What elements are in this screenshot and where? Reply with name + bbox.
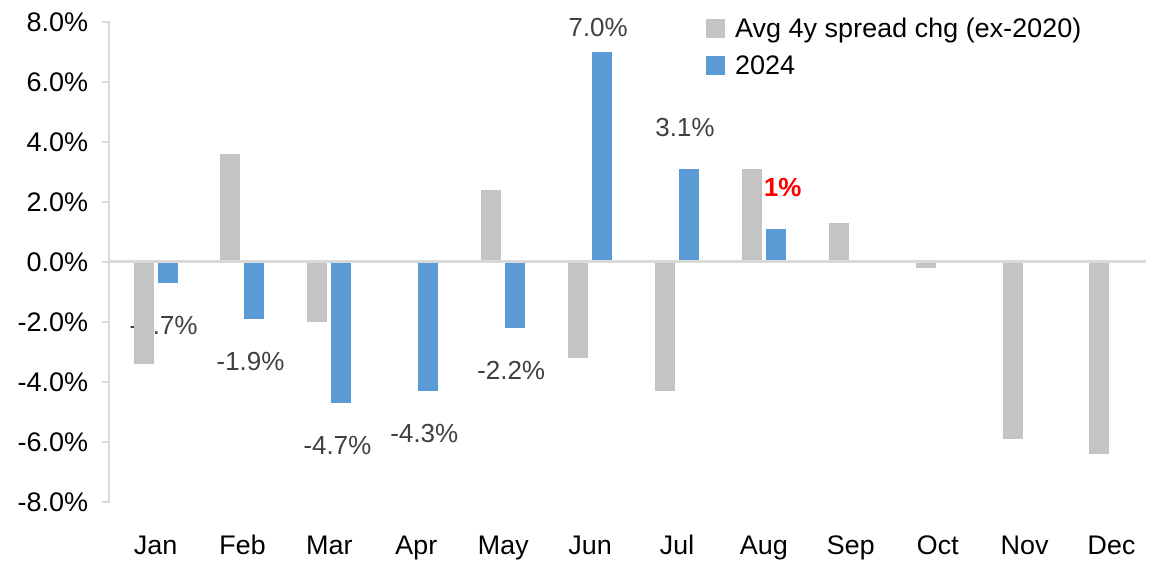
x-axis-label-may: May bbox=[477, 530, 529, 560]
y-axis-label: -4.0% bbox=[17, 367, 88, 398]
x-axis-label-jul: Jul bbox=[659, 530, 695, 560]
x-axis-label-dec: Dec bbox=[1087, 530, 1136, 560]
bar-avg-4y-jun bbox=[568, 262, 588, 359]
y-axis-label: 4.0% bbox=[26, 126, 88, 157]
value-label-jun: 7.0% bbox=[568, 12, 628, 42]
bar-avg-4y-aug bbox=[741, 168, 762, 262]
bar-avg-4y-jan bbox=[133, 262, 154, 365]
legend-swatch-icon bbox=[706, 19, 725, 38]
y-axis-label: 2.0% bbox=[26, 186, 88, 217]
bar-avg-4y-may bbox=[481, 189, 502, 262]
y-axis-tick bbox=[102, 501, 110, 504]
legend-entry-avg-4y: Avg 4y spread chg (ex-2020) bbox=[706, 10, 1081, 47]
bar-2024-jun bbox=[592, 51, 612, 262]
bar-2024-feb bbox=[244, 262, 265, 320]
legend-entry-2024: 2024 bbox=[706, 47, 1081, 84]
x-axis-label-nov: Nov bbox=[1000, 530, 1049, 560]
y-axis-label: 8.0% bbox=[26, 6, 88, 37]
y-axis-label: 6.0% bbox=[26, 66, 88, 97]
value-label-jul: 3.1% bbox=[655, 111, 715, 142]
value-label-apr: -4.3% bbox=[390, 418, 459, 449]
bar-2024-mar bbox=[331, 262, 352, 404]
value-label-aug: 1.1% bbox=[742, 171, 802, 202]
x-axis-label-jan: Jan bbox=[133, 530, 178, 560]
bar-2024-aug bbox=[765, 228, 786, 262]
bar-avg-4y-dec bbox=[1089, 262, 1110, 455]
value-label-feb: -1.9% bbox=[216, 346, 285, 377]
y-axis-label: -2.0% bbox=[17, 307, 88, 338]
value-label-jan: -0.7% bbox=[129, 310, 198, 341]
bar-2024-apr bbox=[418, 262, 439, 392]
x-axis-label-apr: Apr bbox=[395, 530, 438, 560]
bar-avg-4y-mar bbox=[307, 262, 328, 323]
x-axis-label-sep: Sep bbox=[826, 530, 875, 560]
y-axis-label: -6.0% bbox=[17, 427, 88, 458]
y-axis-tick bbox=[102, 200, 110, 203]
x-axis-label-oct: Oct bbox=[916, 530, 959, 560]
y-axis-tick bbox=[102, 20, 110, 23]
legend-label: 2024 bbox=[735, 50, 796, 80]
legend-label: Avg 4y spread chg (ex-2020) bbox=[735, 13, 1082, 43]
x-axis-label-mar: Mar bbox=[306, 530, 353, 560]
legend: Avg 4y spread chg (ex-2020) 2024 bbox=[706, 10, 1081, 84]
bar-2024-jan bbox=[157, 262, 178, 284]
bar-avg-4y-oct bbox=[915, 262, 936, 268]
x-axis-label-feb: Feb bbox=[219, 530, 266, 560]
y-axis-tick bbox=[102, 80, 110, 83]
y-axis-tick bbox=[102, 441, 110, 444]
bar-avg-4y-sep bbox=[828, 222, 849, 262]
y-axis-label: -8.0% bbox=[17, 487, 88, 518]
value-label-mar: -4.7% bbox=[303, 430, 372, 461]
y-axis-tick bbox=[102, 381, 110, 384]
bar-2024-may bbox=[505, 262, 526, 329]
bar-avg-4y-nov bbox=[1002, 262, 1023, 440]
bar-avg-4y-feb bbox=[220, 153, 241, 262]
y-axis-tick bbox=[102, 261, 110, 263]
y-axis-label: 0.0% bbox=[26, 247, 88, 277]
y-axis-tick bbox=[102, 321, 110, 324]
bar-avg-4y-jul bbox=[654, 262, 675, 392]
bar-2024-jul bbox=[678, 168, 699, 262]
value-label-may: -2.2% bbox=[477, 355, 546, 386]
x-axis-label-jun: Jun bbox=[568, 530, 612, 560]
y-axis-tick bbox=[102, 140, 110, 143]
legend-swatch-icon bbox=[706, 56, 725, 75]
x-axis-label-aug: Aug bbox=[739, 530, 788, 560]
zero-line bbox=[110, 260, 1146, 263]
